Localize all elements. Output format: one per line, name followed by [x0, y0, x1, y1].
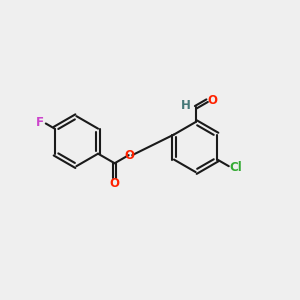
Text: H: H [181, 99, 190, 112]
Text: O: O [125, 149, 135, 162]
Text: F: F [36, 116, 44, 129]
Text: Cl: Cl [229, 161, 242, 174]
Text: O: O [110, 177, 120, 190]
Text: O: O [207, 94, 218, 106]
